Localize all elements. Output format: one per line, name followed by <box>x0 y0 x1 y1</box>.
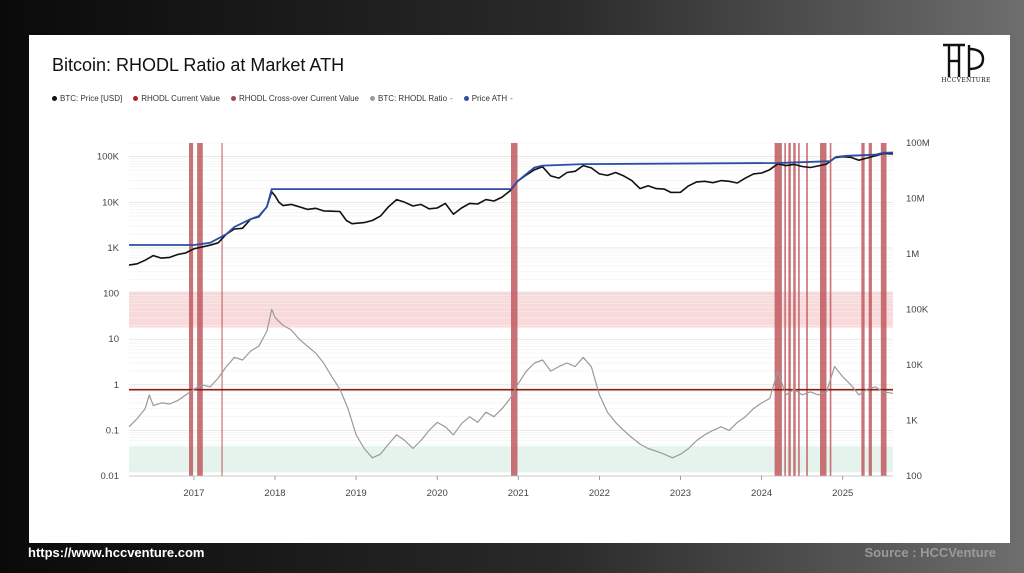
ath-bar <box>806 143 808 476</box>
y-left-tick-label: 10K <box>102 197 120 208</box>
chart-legend: BTC: Price [USD] RHODL Current Value RHO… <box>52 94 513 103</box>
x-tick-label: 2017 <box>183 488 204 499</box>
y-left-tick-label: 10 <box>108 334 119 345</box>
ath-bar <box>511 143 518 476</box>
y-left-tick-label: 100K <box>97 152 120 163</box>
legend-label-rhodl-ratio: BTC: RHODL Ratio <box>377 94 448 103</box>
legend-item-rhodl-current[interactable]: RHODL Current Value <box>133 94 220 103</box>
ath-bar <box>793 143 796 476</box>
ath-bar <box>774 143 782 476</box>
x-tick-label: 2025 <box>832 488 853 499</box>
ath-bar <box>880 143 887 476</box>
y-right-tick-label: 100 <box>906 471 922 482</box>
y-left-tick-label: 100 <box>103 289 119 300</box>
series-line-btc-rhodl-ratio <box>128 308 894 459</box>
ath-bar <box>798 143 800 476</box>
legend-item-rhodl-ratio[interactable]: BTC: RHODL Ratio - <box>369 94 453 103</box>
ath-bar <box>868 143 872 476</box>
y-right-tick-label: 100M <box>906 138 930 149</box>
x-tick-label: 2024 <box>751 488 772 499</box>
series-line-price-ath <box>129 151 894 246</box>
y-right-tick-label: 100K <box>906 305 929 316</box>
ath-bar <box>861 143 865 476</box>
legend-item-rhodl-crossover[interactable]: RHODL Cross-over Current Value <box>230 94 359 103</box>
x-tick-label: 2020 <box>427 488 448 499</box>
y-left-tick-label: 1K <box>107 243 119 254</box>
ath-bar <box>189 143 194 476</box>
y-right-tick-label: 10M <box>906 194 925 205</box>
rhodl-chart: 100K 10K 1K 100 10 1 0.1 0.01 100M 10M 1M 100K 10K 1K… <box>97 138 930 499</box>
website-url[interactable]: https://www.hccventure.com <box>28 545 205 560</box>
source-credit: Source : HCCVenture <box>864 545 996 560</box>
ath-bar <box>829 143 832 476</box>
x-tick-label: 2021 <box>508 488 529 499</box>
ath-bar <box>784 143 786 476</box>
y-left-tick-label: 0.01 <box>101 471 120 482</box>
legend-label-rhodl-crossover: RHODL Cross-over Current Value <box>238 94 359 103</box>
legend-item-price-ath[interactable]: Price ATH - <box>463 94 513 103</box>
legend-label-btc-price: BTC: Price [USD] <box>60 94 123 103</box>
legend-dot-price-ath <box>463 96 469 101</box>
y-right-tick-label: 10K <box>906 360 924 371</box>
ath-bar <box>197 143 203 476</box>
logo-text: HCCVENTURE <box>941 77 991 84</box>
ath-bar <box>788 143 791 476</box>
ath-bar <box>820 143 827 476</box>
y-right-tick-label: 1K <box>906 416 918 427</box>
legend-dot-rhodl-current <box>133 96 139 101</box>
legend-dot-rhodl-crossover <box>230 96 236 101</box>
page-title: Bitcoin: RHODL Ratio at Market ATH <box>52 55 345 75</box>
legend-label-rhodl-current: RHODL Current Value <box>141 94 220 103</box>
legend-dot-btc-price <box>52 96 57 101</box>
y-left-tick-label: 0.1 <box>106 425 119 436</box>
legend-dot-rhodl-ratio <box>369 96 375 101</box>
legend-dash-price-ath: - <box>510 94 513 103</box>
y-left-tick-label: 1 <box>114 380 119 391</box>
legend-dash-rhodl-ratio: - <box>450 94 453 103</box>
y-right-tick-label: 1M <box>906 249 919 260</box>
x-tick-label: 2018 <box>264 488 285 499</box>
legend-item-btc-price[interactable]: BTC: Price [USD] <box>52 94 122 103</box>
x-tick-label: 2019 <box>346 488 367 499</box>
x-tick-label: 2022 <box>589 488 610 499</box>
x-tick-label: 2023 <box>670 488 691 499</box>
ath-bar <box>221 143 223 476</box>
legend-label-price-ath: Price ATH <box>471 94 508 103</box>
hcc-logo-icon <box>943 43 985 77</box>
chart-card: Bitcoin: RHODL Ratio at Market ATH BTC: … <box>29 35 1010 543</box>
